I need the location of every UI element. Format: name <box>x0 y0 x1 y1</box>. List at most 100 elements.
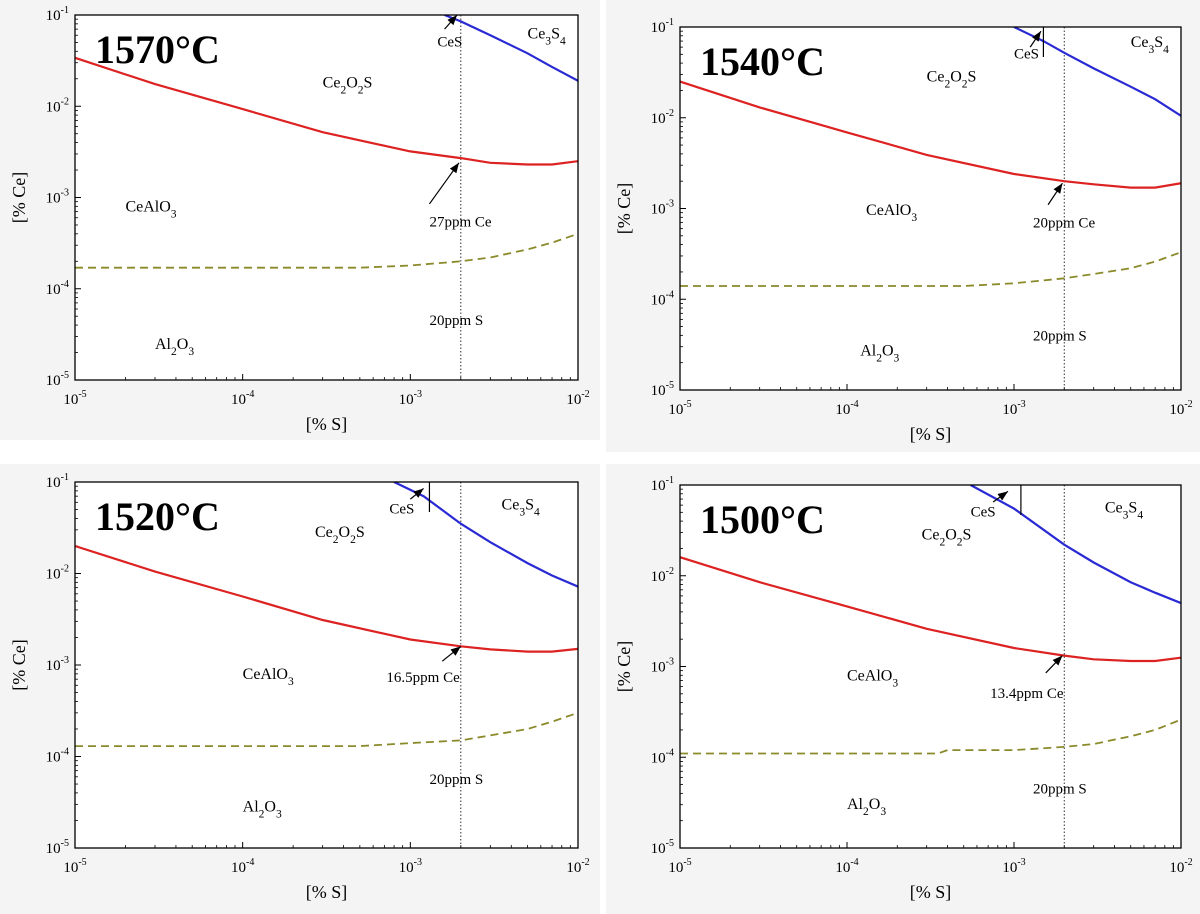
y-axis-label: [% Ce] <box>9 172 29 223</box>
ce-ppm-arrow-head <box>449 162 459 174</box>
series-line-2 <box>970 485 1181 605</box>
x-tick-label: 10-3 <box>399 389 422 408</box>
plot-area <box>75 482 578 848</box>
ces-arrow-head <box>413 488 424 498</box>
x-tick-label: 10-2 <box>566 389 589 408</box>
ppm-s-label: 20ppm S <box>1033 329 1087 345</box>
plot-frame <box>74 14 579 381</box>
phase-label-al2o3: Al2O3 <box>847 796 886 818</box>
x-tick-label: 10-4 <box>231 857 254 876</box>
plot-area <box>680 485 1181 848</box>
x-axis-label: [% S] <box>910 424 952 444</box>
phase-label-ce2o2s: Ce2O2S <box>315 524 365 546</box>
ppm-s-label: 20ppm S <box>429 313 483 329</box>
series-line-3 <box>75 711 578 747</box>
plot-frame <box>679 26 1182 391</box>
series-line-3 <box>680 251 1181 287</box>
ppm-s-label: 20ppm S <box>1033 781 1087 797</box>
y-tick-label: 10-2 <box>651 108 674 127</box>
panel-title: 1520°C <box>95 494 220 539</box>
y-tick-label: 10-3 <box>651 199 674 218</box>
panel-title: 1570°C <box>95 27 220 72</box>
y-tick-label: 10-2 <box>651 566 674 585</box>
panel-1: 10-5 10-4 10-3 10-2 10-5 10-4 10-3 10-2 10-1 [% S… <box>0 0 600 440</box>
y-tick-label: 10-5 <box>651 838 674 857</box>
y-tick-label: 10-4 <box>651 289 674 308</box>
y-tick-label: 10-3 <box>46 188 69 207</box>
x-tick-label: 10-4 <box>835 857 858 876</box>
x-tick-label: 10-5 <box>668 399 691 418</box>
series-line-3 <box>75 232 578 269</box>
y-tick-label: 10-4 <box>46 747 69 766</box>
phase-label-ce2o2s: Ce2O2S <box>323 75 373 97</box>
series-line-1 <box>75 544 578 653</box>
x-tick-label: 10-3 <box>1002 857 1025 876</box>
plot-frame <box>679 484 1182 849</box>
series-line-1 <box>680 80 1181 189</box>
x-tick-label: 10-3 <box>399 857 422 876</box>
ce-ppm-arrow-head <box>450 646 461 656</box>
series-line-1 <box>680 556 1181 663</box>
y-tick-label: 10-1 <box>46 472 69 491</box>
phase-label-al2o3: Al2O3 <box>155 336 194 358</box>
ppm-ce-label: 20ppm Ce <box>1033 215 1095 231</box>
y-tick-label: 10-5 <box>651 380 674 399</box>
phase-label-cealo3: CeAlO3 <box>847 668 898 690</box>
panel-3: 10-5 10-4 10-3 10-2 10-5 10-4 10-3 10-2 10-1 [% S… <box>0 464 600 914</box>
phase-label-ce2o2s: Ce2O2S <box>922 527 972 549</box>
y-tick-label: 10-3 <box>651 657 674 676</box>
ppm-ce-label: 16.5ppm Ce <box>386 670 460 686</box>
y-tick-label: 10-1 <box>651 17 674 36</box>
y-tick-label: 10-2 <box>46 96 69 115</box>
y-tick-label: 10-1 <box>651 475 674 494</box>
y-axis-label: [% Ce] <box>614 183 634 234</box>
panel-2: 10-5 10-4 10-3 10-2 10-5 10-4 10-3 10-2 10-1 [% S… <box>606 0 1200 452</box>
y-tick-label: 10-1 <box>46 5 69 24</box>
y-tick-label: 10-5 <box>46 370 69 389</box>
x-tick-label: 10-2 <box>566 857 589 876</box>
phase-label-ce2o2s: Ce2O2S <box>927 69 977 91</box>
y-tick-label: 10-4 <box>46 279 69 298</box>
ppm-s-label: 20ppm S <box>429 772 483 788</box>
ces-label: CeS <box>971 504 996 520</box>
y-axis-label: [% Ce] <box>614 641 634 692</box>
x-tick-label: 10-4 <box>835 399 858 418</box>
ces-label: CeS <box>1014 46 1039 62</box>
phase-label-ce3s4: Ce3S4 <box>528 26 566 48</box>
phase-label-cealo3: CeAlO3 <box>125 199 176 221</box>
phase-label-al2o3: Al2O3 <box>860 342 899 364</box>
x-tick-label: 10-5 <box>63 857 86 876</box>
ces-label: CeS <box>389 502 414 518</box>
x-axis-label: [% S] <box>306 882 348 902</box>
series-line-3 <box>680 718 1181 755</box>
x-axis-label: [% S] <box>306 414 348 434</box>
x-tick-label: 10-4 <box>231 389 254 408</box>
x-axis-label: [% S] <box>910 882 952 902</box>
panel-4: 10-5 10-4 10-3 10-2 10-5 10-4 10-3 10-2 10-1 [% S… <box>606 464 1200 914</box>
phase-label-ce3s4: Ce3S4 <box>1131 34 1169 56</box>
panel-title: 1500°C <box>700 497 825 542</box>
plot-area <box>75 15 578 380</box>
panel-title: 1540°C <box>700 39 825 84</box>
y-tick-label: 10-4 <box>651 747 674 766</box>
x-tick-label: 10-3 <box>1002 399 1025 418</box>
y-tick-label: 10-5 <box>46 838 69 857</box>
phase-label-ce3s4: Ce3S4 <box>1105 499 1143 521</box>
ppm-ce-label: 27ppm Ce <box>429 215 491 231</box>
phase-label-ce3s4: Ce3S4 <box>502 497 540 519</box>
phase-label-cealo3: CeAlO3 <box>243 666 294 688</box>
series-line-2 <box>444 15 578 82</box>
x-tick-label: 10-2 <box>1169 857 1192 876</box>
plot-frame <box>74 481 579 849</box>
ces-arrow-head <box>1032 31 1041 42</box>
series-line-1 <box>75 56 578 166</box>
x-tick-label: 10-5 <box>668 857 691 876</box>
ce-ppm-arrow-head <box>1053 183 1063 194</box>
plot-area <box>680 27 1181 390</box>
ppm-ce-label: 13.4ppm Ce <box>990 686 1064 702</box>
ce-ppm-arrow-head <box>1052 655 1063 666</box>
y-tick-label: 10-3 <box>46 655 69 674</box>
x-tick-label: 10-2 <box>1169 399 1192 418</box>
ces-arrow-head <box>447 15 458 26</box>
